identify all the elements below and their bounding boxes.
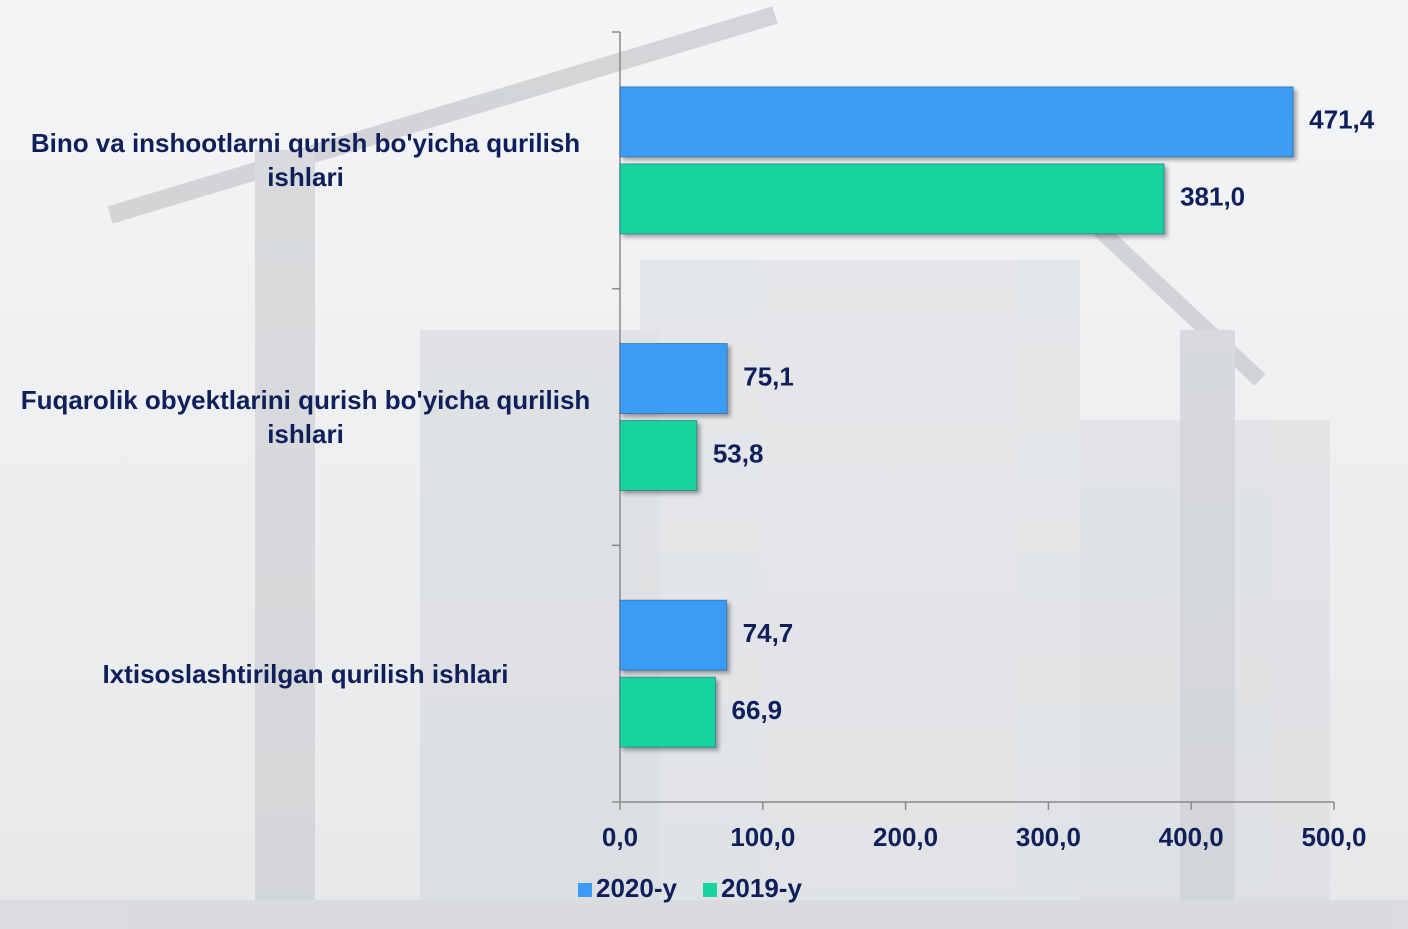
legend-label: 2019-y [721, 873, 802, 903]
legend-swatch [578, 883, 592, 897]
bar [619, 676, 717, 748]
category-label: Fuqarolik obyektlarini qurish bo'yicha q… [20, 385, 591, 449]
value-label: 381,0 [1180, 182, 1245, 212]
value-label: 66,9 [732, 695, 783, 725]
bar [619, 86, 1294, 158]
category-label: Bino va inshootlarni qurish bo'yicha qur… [30, 128, 581, 193]
value-label: 471,4 [1309, 105, 1375, 135]
x-tick-label: 100,0 [730, 822, 795, 852]
bar [619, 343, 728, 414]
value-label: 75,1 [743, 361, 794, 391]
legend-label: 2020-y [596, 873, 677, 903]
legend-swatch [702, 883, 717, 897]
x-tick-label: 500,0 [1301, 822, 1366, 852]
value-label: 53,8 [713, 438, 764, 468]
value-label: 74,7 [743, 618, 794, 648]
bar [619, 420, 698, 491]
x-tick-label: 400,0 [1159, 822, 1224, 852]
x-tick-label: 200,0 [873, 822, 938, 852]
bar [619, 163, 1165, 235]
bar [619, 599, 728, 671]
category-label: Ixtisoslashtirilgan qurilish ishlari [102, 658, 509, 689]
x-tick-label: 300,0 [1016, 822, 1081, 852]
x-tick-label: 0,0 [602, 822, 638, 852]
